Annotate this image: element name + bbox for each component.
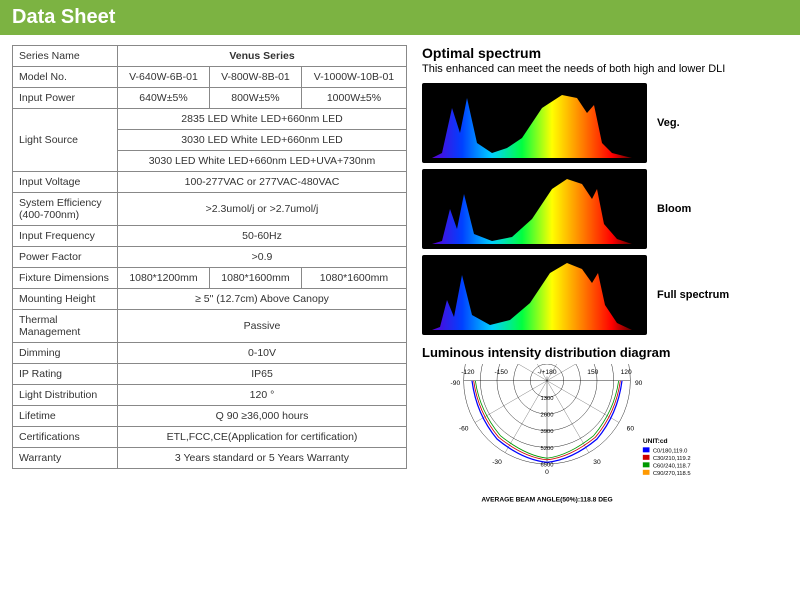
spectrum-subtitle: This enhanced can meet the needs of both…: [422, 63, 788, 75]
input-power-label: Input Power: [13, 88, 118, 109]
spec-table: Series Name Venus Series Model No. V-640…: [12, 45, 407, 469]
right-panel: Optimal spectrum This enhanced can meet …: [422, 45, 788, 534]
light-dist-label: Light Distribution: [13, 385, 118, 406]
spectrum-chart-full: [422, 255, 647, 335]
spectrum-label-bloom: Bloom: [657, 203, 691, 215]
system-eff: >2.3umol/j or >2.7umol/j: [118, 193, 407, 226]
input-power-0: 640W±5%: [118, 88, 210, 109]
dimming-label: Dimming: [13, 343, 118, 364]
model-no-2: V-1000W-10B-01: [301, 67, 406, 88]
power-factor: >0.9: [118, 247, 407, 268]
light-source-2: 3030 LED White LED+660nm LED+UVA+730nm: [118, 151, 407, 172]
radius-4: 6500: [541, 462, 555, 468]
legend-0: C0/180,119.0: [653, 448, 688, 454]
series-name-label: Series Name: [13, 46, 118, 67]
light-source-1: 3030 LED White LED+660nm LED: [118, 130, 407, 151]
angle-30: 30: [593, 459, 601, 466]
angle-n30: -30: [492, 459, 502, 466]
ip: IP65: [118, 364, 407, 385]
thermal-label: Thermal Management: [13, 310, 118, 343]
fixture-dim-0: 1080*1200mm: [118, 268, 210, 289]
legend-2: C60/240,118.7: [653, 463, 691, 469]
spectrum-svg: [422, 83, 647, 163]
spectrum-svg: [422, 169, 647, 249]
light-source-0: 2835 LED White LED+660nm LED: [118, 109, 407, 130]
spectrum-row: Veg.: [422, 83, 788, 163]
cert-label: Certifications: [13, 427, 118, 448]
luminous-title: Luminous intensity distribution diagram: [422, 345, 788, 360]
warranty: 3 Years standard or 5 Years Warranty: [118, 448, 407, 469]
spectrum-label-full: Full spectrum: [657, 289, 729, 301]
warranty-label: Warranty: [13, 448, 118, 469]
angle-180: -/+180: [537, 369, 556, 376]
spec-table-container: Series Name Venus Series Model No. V-640…: [12, 45, 407, 534]
angle-n60: -60: [459, 426, 469, 433]
spectrum-row: Bloom: [422, 169, 788, 249]
radius-1: 2600: [541, 412, 555, 418]
unit-label: UNIT:cd: [643, 438, 668, 445]
spectrum-chart-bloom: [422, 169, 647, 249]
cert: ETL,FCC,CE(Application for certification…: [118, 427, 407, 448]
fixture-dim-label: Fixture Dimensions: [13, 268, 118, 289]
angle-60: 60: [627, 426, 635, 433]
input-voltage: 100-277VAC or 277VAC-480VAC: [118, 172, 407, 193]
radius-3: 5200: [541, 446, 555, 452]
angle-n90: -90: [451, 380, 461, 387]
input-power-2: 1000W±5%: [301, 88, 406, 109]
series-name-value: Venus Series: [118, 46, 407, 67]
dimming: 0-10V: [118, 343, 407, 364]
lifetime-label: Lifetime: [13, 406, 118, 427]
spectrum-row: Full spectrum: [422, 255, 788, 335]
spectrum-title: Optimal spectrum: [422, 45, 788, 61]
polar-footer: AVERAGE BEAM ANGLE(50%):118.8 DEG: [481, 496, 612, 503]
angle-n120: -120: [461, 369, 475, 376]
angle-90: 90: [635, 380, 643, 387]
spectrum-label-veg: Veg.: [657, 117, 680, 129]
mounting: ≥ 5" (12.7cm) Above Canopy: [118, 289, 407, 310]
angle-120: 120: [621, 369, 632, 376]
model-no-0: V-640W-6B-01: [118, 67, 210, 88]
thermal: Passive: [118, 310, 407, 343]
page-header: Data Sheet: [0, 0, 800, 35]
system-eff-label: System Efficiency (400-700nm): [13, 193, 118, 226]
radius-0: 1300: [541, 396, 555, 402]
spectrum-svg: [422, 255, 647, 335]
legend-1: C30/210,119.2: [653, 456, 691, 462]
spectrum-chart-veg: [422, 83, 647, 163]
content: Series Name Venus Series Model No. V-640…: [0, 35, 800, 544]
fixture-dim-1: 1080*1600mm: [209, 268, 301, 289]
light-source-label: Light Source: [13, 109, 118, 172]
angle-150: 150: [587, 369, 598, 376]
input-freq: 50-60Hz: [118, 226, 407, 247]
input-freq-label: Input Frequency: [13, 226, 118, 247]
legend-3: C90/270,118.5: [653, 471, 691, 477]
input-power-1: 800W±5%: [209, 88, 301, 109]
mounting-label: Mounting Height: [13, 289, 118, 310]
lifetime: Q 90 ≥36,000 hours: [118, 406, 407, 427]
fixture-dim-2: 1080*1600mm: [301, 268, 406, 289]
radius-2: 3900: [541, 429, 555, 435]
polar-diagram: -/+180 -150 150 -120 120 -90 90 -60 60 -…: [422, 364, 722, 531]
power-factor-label: Power Factor: [13, 247, 118, 268]
angle-0: 0: [545, 469, 549, 476]
model-no-1: V-800W-8B-01: [209, 67, 301, 88]
header-title: Data Sheet: [12, 6, 115, 28]
light-dist: 120 °: [118, 385, 407, 406]
ip-label: IP Rating: [13, 364, 118, 385]
spectrum-group: Veg. Bloom Full spectrum: [422, 83, 788, 335]
input-voltage-label: Input Voltage: [13, 172, 118, 193]
angle-n150: -150: [495, 369, 509, 376]
model-no-label: Model No.: [13, 67, 118, 88]
